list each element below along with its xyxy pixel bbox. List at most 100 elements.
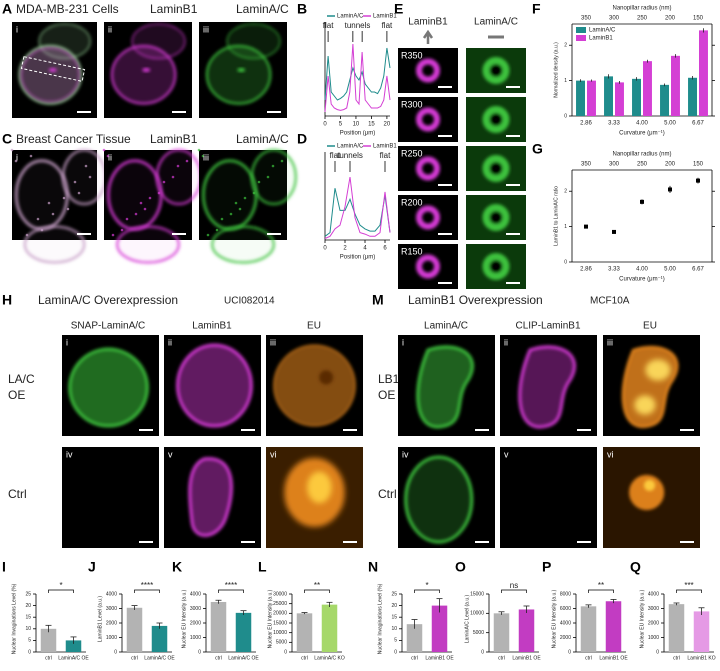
micrograph-content	[466, 195, 526, 240]
micrograph-content	[416, 205, 440, 230]
row-label: R250	[401, 148, 423, 158]
x-tick-label: 10	[353, 122, 360, 128]
puncta	[29, 154, 33, 158]
sub-label: iv	[402, 449, 409, 459]
sub-label: vi	[607, 449, 614, 459]
y-tick-label: 15	[25, 615, 31, 621]
sub-label: v	[504, 449, 509, 459]
x-tick-label: 3.33	[608, 121, 620, 127]
ring	[416, 58, 440, 83]
x-tick-label: 15	[368, 122, 375, 128]
column-label: EU	[307, 321, 321, 332]
panel-title: LaminB1 Overexpression	[408, 293, 543, 307]
panel-letter: K	[172, 559, 182, 575]
puncta	[176, 164, 180, 168]
panel-title: LaminA/C Overexpression	[38, 293, 178, 307]
puncta	[73, 180, 77, 184]
bar	[605, 601, 622, 652]
y-tick-label: 15000	[273, 620, 287, 626]
column-label: LaminB1	[192, 321, 232, 332]
ring	[482, 253, 510, 280]
y-tick-label: 10	[25, 626, 31, 632]
puncta	[139, 201, 143, 205]
sub-label: ii	[108, 152, 112, 162]
y-axis-title: Nuclear EU Intensity (a.u.)	[639, 589, 645, 648]
sub-label: iii	[607, 337, 613, 347]
puncta	[66, 207, 70, 211]
nucleus	[107, 159, 163, 231]
x-tick-label: LaminB1 OE	[425, 655, 454, 661]
row-label: Ctrl	[8, 487, 27, 501]
panel-letter: C	[2, 131, 12, 147]
y-tick-label: 0	[198, 649, 201, 655]
micrograph-content	[205, 23, 281, 105]
channel-label: LaminA/C	[236, 132, 289, 146]
nucleus	[250, 149, 297, 205]
column-label: LaminA/C	[474, 17, 518, 28]
x-tick-label: 0	[323, 122, 327, 128]
x-tick-label: 2	[343, 246, 347, 252]
bar	[587, 80, 596, 116]
channel-label: LaminB1	[150, 2, 198, 16]
micrograph-content	[110, 23, 186, 105]
micrograph-content	[416, 156, 440, 181]
legend-label: LaminB1	[589, 36, 613, 42]
bar	[580, 606, 597, 652]
y-tick-label: 0	[481, 649, 484, 655]
x-tick-label: 3.33	[608, 267, 620, 273]
micrograph-content	[273, 344, 356, 427]
bar	[615, 82, 624, 116]
x-tick-label: ctrl	[411, 655, 418, 661]
y-tick-label: 25	[391, 591, 397, 597]
sub-label: i	[402, 337, 404, 347]
nucleus	[307, 471, 332, 504]
annotation: flat	[330, 151, 341, 160]
arrow-icon	[422, 29, 434, 44]
panel-letter: D	[297, 131, 307, 147]
puncta	[143, 207, 147, 211]
bar	[604, 76, 613, 116]
micrograph	[500, 447, 597, 548]
panel-letter: Q	[630, 559, 641, 575]
x-tick-label: ctrl	[131, 655, 138, 661]
puncta	[252, 191, 256, 195]
sub-label: iii	[270, 337, 276, 347]
bar	[518, 609, 535, 652]
nucleus	[176, 343, 253, 428]
micrograph-content	[416, 254, 440, 279]
nucleus	[62, 149, 107, 205]
bar	[493, 613, 510, 652]
x-axis-title: Position (μm)	[340, 255, 375, 261]
x-axis-title: Curvature (μm⁻¹)	[619, 131, 665, 137]
y-tick-label: 1000	[190, 635, 201, 641]
profile-region	[20, 56, 86, 82]
sub-label: ii	[108, 24, 112, 34]
y-axis-title: Nuclear Invaginations Level (%)	[11, 583, 17, 654]
x-tick-label: LaminB1 KO	[687, 655, 715, 661]
panel-letter: G	[532, 141, 543, 157]
y-tick-label: 5	[394, 638, 397, 644]
nucleus	[404, 455, 474, 544]
nucleus	[68, 347, 149, 428]
y-tick-label: 15000	[470, 591, 484, 597]
x2-tick-label: 250	[637, 16, 648, 22]
panel-letter: O	[455, 559, 466, 575]
micrograph-content	[621, 345, 679, 429]
micrograph-content	[68, 347, 149, 428]
puncta	[111, 233, 115, 237]
puncta	[10, 148, 14, 152]
y-tick-label: 0	[656, 649, 659, 655]
puncta	[102, 148, 106, 152]
y-tick-label: 20	[25, 603, 31, 609]
y-tick-label: 0	[564, 113, 567, 119]
significance-bracket	[304, 589, 330, 593]
x-tick-label: 0	[323, 246, 327, 252]
significance-bracket	[676, 589, 702, 593]
nucleus	[188, 457, 233, 537]
x-tick-label: 6	[383, 246, 387, 252]
row-label: OE	[378, 388, 395, 402]
y-tick-label: 3000	[648, 606, 659, 612]
x-tick-label: 2.86	[580, 267, 592, 273]
point	[612, 229, 616, 234]
